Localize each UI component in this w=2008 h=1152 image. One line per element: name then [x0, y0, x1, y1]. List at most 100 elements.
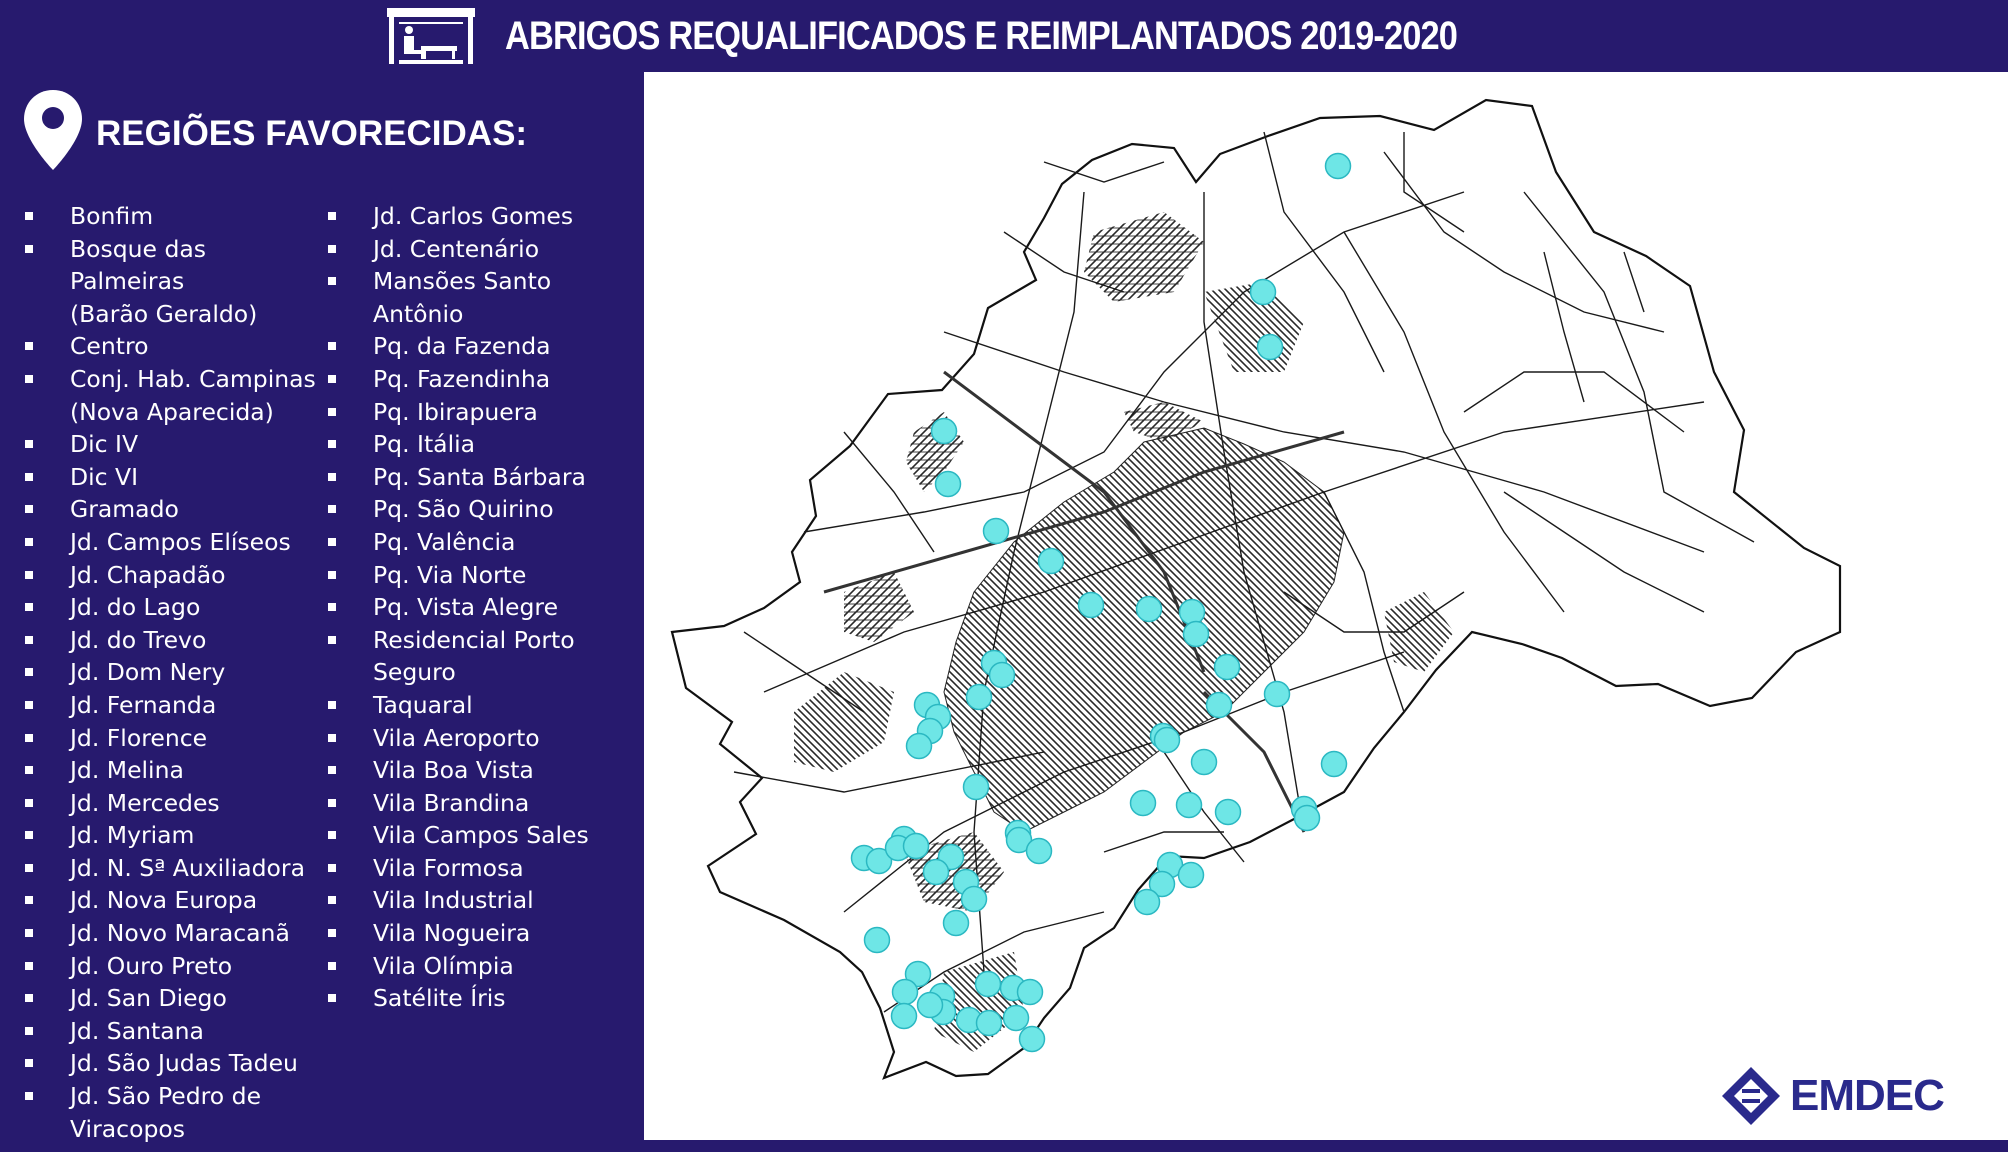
- region-item: Jd. São Pedro de Viracopos: [22, 1080, 322, 1145]
- shelter-marker[interactable]: [891, 978, 919, 1006]
- shelter-marker[interactable]: [1178, 598, 1206, 626]
- shelter-marker[interactable]: [1214, 798, 1242, 826]
- emdec-logo-text: EMDEC: [1790, 1071, 1945, 1120]
- region-item: Jd. Nova Europa: [22, 884, 322, 917]
- shelter-marker[interactable]: [942, 909, 970, 937]
- shelter-marker[interactable]: [960, 885, 988, 913]
- shelter-marker[interactable]: [863, 926, 891, 954]
- shelter-marker[interactable]: [905, 732, 933, 760]
- region-item: Bonfim: [22, 200, 322, 233]
- bus-shelter-icon: [387, 8, 476, 64]
- emdec-logo-mark: [1722, 1067, 1780, 1125]
- shelter-marker[interactable]: [1005, 826, 1033, 854]
- shelter-marker[interactable]: [1016, 978, 1044, 1006]
- region-item: Jd. Florence: [22, 722, 322, 755]
- region-item: Pq. Vista Alegre: [325, 591, 635, 624]
- regions-heading: REGIÕES FAVORECIDAS:: [96, 114, 528, 153]
- region-item: Pq. São Quirino: [325, 493, 635, 526]
- shelter-marker[interactable]: [1077, 591, 1105, 619]
- shelter-marker[interactable]: [962, 773, 990, 801]
- region-item: Dic VI: [22, 461, 322, 494]
- page-title: ABRIGOS REQUALIFICADOS E REIMPLANTADOS 2…: [505, 13, 1458, 58]
- regions-sidebar: REGIÕES FAVORECIDAS: Bonfim Bosque das Pa…: [0, 72, 640, 1152]
- region-item: Jd. Mercedes: [22, 787, 322, 820]
- region-item: Centro: [22, 330, 322, 363]
- region-item: Satélite Íris: [325, 982, 635, 1015]
- shelter-marker[interactable]: [865, 847, 893, 875]
- shelter-marker[interactable]: [902, 832, 930, 860]
- region-item: Jd. N. Sª Auxiliadora: [22, 852, 322, 885]
- shelter-markers[interactable]: [850, 152, 1352, 1053]
- shelter-marker[interactable]: [1002, 1004, 1030, 1032]
- shelter-marker[interactable]: [1018, 1025, 1046, 1053]
- region-item: Vila Industrial: [325, 884, 635, 917]
- shelter-marker[interactable]: [1153, 726, 1181, 754]
- region-item: Jd. Chapadão: [22, 559, 322, 592]
- region-item: Vila Boa Vista: [325, 754, 635, 787]
- region-item: Jd. Myriam: [22, 819, 322, 852]
- region-item: Vila Nogueira: [325, 917, 635, 950]
- shelter-marker[interactable]: [1213, 653, 1241, 681]
- shelter-marker[interactable]: [1175, 791, 1203, 819]
- region-item: Bosque das Palmeiras (Barão Geraldo): [22, 233, 322, 331]
- region-item: Pq. Valência: [325, 526, 635, 559]
- region-item: Jd. Santana: [22, 1015, 322, 1048]
- shelter-marker[interactable]: [930, 417, 958, 445]
- region-item: Vila Brandina: [325, 787, 635, 820]
- shelter-marker[interactable]: [1135, 595, 1163, 623]
- region-item: Vila Campos Sales: [325, 819, 635, 852]
- shelter-marker[interactable]: [1129, 789, 1157, 817]
- emdec-logo: EMDEC: [1720, 1065, 1945, 1127]
- region-item: Jd. Melina: [22, 754, 322, 787]
- region-item: Vila Formosa: [325, 852, 635, 885]
- region-item: Jd. Campos Elíseos: [22, 526, 322, 559]
- shelter-marker[interactable]: [1249, 278, 1277, 306]
- region-item: Dic IV: [22, 428, 322, 461]
- shelter-marker[interactable]: [982, 517, 1010, 545]
- shelter-marker[interactable]: [1182, 620, 1210, 648]
- shelter-marker[interactable]: [974, 970, 1002, 998]
- shelter-marker[interactable]: [1177, 861, 1205, 889]
- shelter-marker[interactable]: [975, 1009, 1003, 1037]
- region-item: Jd. Fernanda: [22, 689, 322, 722]
- region-item: Jd. Dom Nery: [22, 656, 322, 689]
- shelter-marker[interactable]: [904, 960, 932, 988]
- shelter-marker[interactable]: [965, 683, 993, 711]
- shelter-marker[interactable]: [1205, 691, 1233, 719]
- regions-list-column-1: Bonfim Bosque das Palmeiras (Barão Gerald…: [22, 200, 322, 1145]
- region-item: Mansões Santo Antônio: [325, 265, 635, 330]
- shelter-marker[interactable]: [1148, 870, 1176, 898]
- shelter-marker[interactable]: [916, 991, 944, 1019]
- region-item: Jd. San Diego: [22, 982, 322, 1015]
- shelter-marker[interactable]: [922, 858, 950, 886]
- shelter-marker[interactable]: [988, 661, 1016, 689]
- shelter-marker[interactable]: [1324, 152, 1352, 180]
- region-item: Taquaral: [325, 689, 635, 722]
- region-item: Residencial Porto Seguro: [325, 624, 635, 689]
- road-network: [733, 131, 1755, 1013]
- region-item: Vila Aeroporto: [325, 722, 635, 755]
- shelter-marker[interactable]: [1190, 748, 1218, 776]
- shelter-marker[interactable]: [890, 1002, 918, 1030]
- shelter-marker[interactable]: [1293, 804, 1321, 832]
- shelter-marker[interactable]: [1320, 750, 1348, 778]
- region-item: Pq. Ibirapuera: [325, 396, 635, 429]
- region-item: Jd. Novo Maracanã: [22, 917, 322, 950]
- region-item: Jd. Ouro Preto: [22, 950, 322, 983]
- region-item: Jd. do Lago: [22, 591, 322, 624]
- map-panel[interactable]: [644, 72, 2008, 1140]
- region-item: Pq. Fazendinha: [325, 363, 635, 396]
- region-item: Jd. do Trevo: [22, 624, 322, 657]
- campinas-road-map[interactable]: [644, 72, 2008, 1140]
- shelter-marker[interactable]: [1025, 837, 1053, 865]
- header: ABRIGOS REQUALIFICADOS E REIMPLANTADOS 2…: [0, 0, 2008, 72]
- regions-list-column-2: Jd. Carlos Gomes Jd. Centenário Mansões Sa…: [325, 200, 635, 1015]
- shelter-marker[interactable]: [1133, 888, 1161, 916]
- shelter-marker[interactable]: [934, 470, 962, 498]
- shelter-marker[interactable]: [1263, 680, 1291, 708]
- region-item: Pq. Itália: [325, 428, 635, 461]
- map-pin-icon: [24, 90, 82, 170]
- region-item: Conj. Hab. Campinas (Nova Aparecida): [22, 363, 322, 428]
- shelter-marker[interactable]: [1256, 333, 1284, 361]
- shelter-marker[interactable]: [1037, 547, 1065, 575]
